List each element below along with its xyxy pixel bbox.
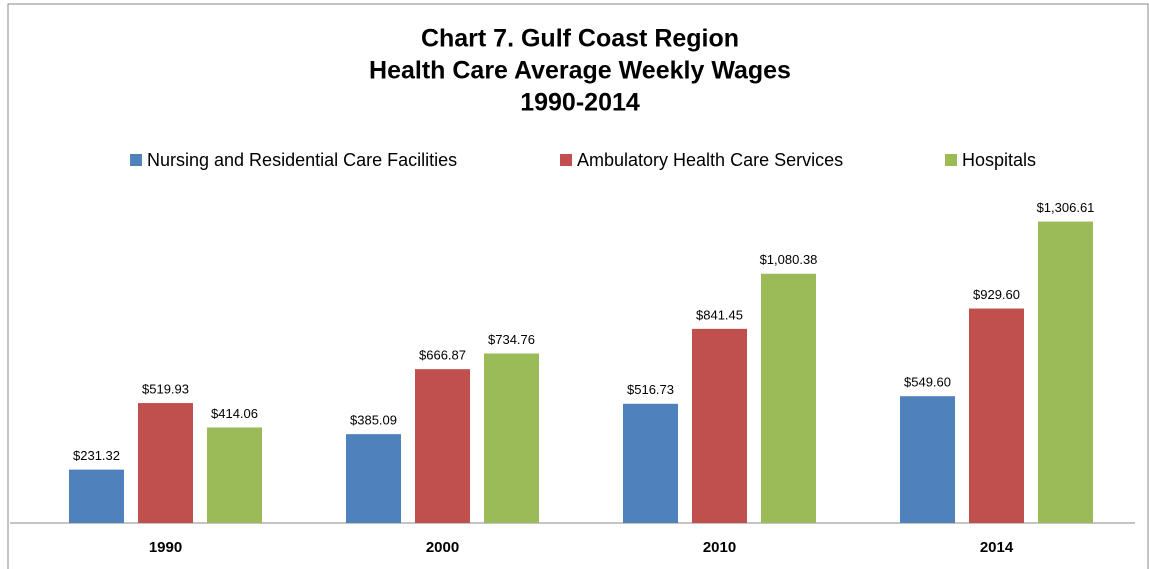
value-label: $519.93 xyxy=(142,381,189,396)
bar xyxy=(969,308,1024,523)
legend-label: Ambulatory Health Care Services xyxy=(577,150,843,170)
chart-title: 1990-2014 xyxy=(520,89,640,117)
value-label: $414.06 xyxy=(211,406,258,421)
bar xyxy=(346,434,401,523)
bar xyxy=(484,353,539,523)
x-tick-label: 1990 xyxy=(149,539,182,556)
value-label: $1,306.61 xyxy=(1037,200,1095,215)
bar xyxy=(138,403,193,523)
bar xyxy=(623,403,678,523)
legend-swatch xyxy=(945,154,957,166)
bar xyxy=(692,328,747,523)
x-tick-label: 2014 xyxy=(980,539,1014,556)
value-label: $666.87 xyxy=(419,348,466,363)
legend-swatch xyxy=(560,154,572,166)
bar xyxy=(207,427,262,523)
chart-frame xyxy=(7,3,1149,569)
chart-title: Health Care Average Weekly Wages xyxy=(369,57,791,85)
value-label: $929.60 xyxy=(973,287,1020,302)
x-tick-label: 2010 xyxy=(703,539,736,556)
value-label: $734.76 xyxy=(488,332,535,347)
value-label: $549.60 xyxy=(904,375,951,390)
bar xyxy=(1038,221,1093,524)
bar xyxy=(415,369,470,523)
value-label: $385.09 xyxy=(350,413,397,428)
value-label: $841.45 xyxy=(696,307,743,322)
value-label: $231.32 xyxy=(73,448,120,463)
legend-swatch xyxy=(130,154,142,166)
value-label: $516.73 xyxy=(627,382,674,397)
x-tick-label: 2000 xyxy=(426,539,459,556)
legend-label: Hospitals xyxy=(962,150,1036,170)
bar xyxy=(69,469,124,523)
chart-title: Chart 7. Gulf Coast Region xyxy=(421,25,739,53)
bar xyxy=(761,273,816,523)
value-label: $1,080.38 xyxy=(760,252,818,267)
bar xyxy=(900,396,955,523)
legend-label: Nursing and Residential Care Facilities xyxy=(147,150,457,170)
